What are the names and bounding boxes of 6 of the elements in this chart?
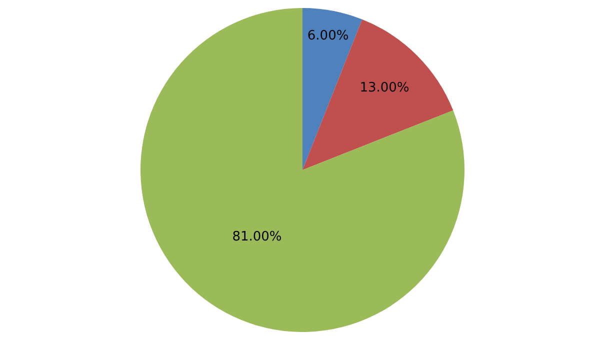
- pie-slice: [140, 8, 464, 332]
- data-label: 13.00%: [360, 80, 410, 96]
- data-label: 81.00%: [232, 229, 282, 244]
- pie-slice: [302, 19, 454, 170]
- data-label: 6.00%: [307, 28, 349, 44]
- pie-slice: [302, 8, 362, 170]
